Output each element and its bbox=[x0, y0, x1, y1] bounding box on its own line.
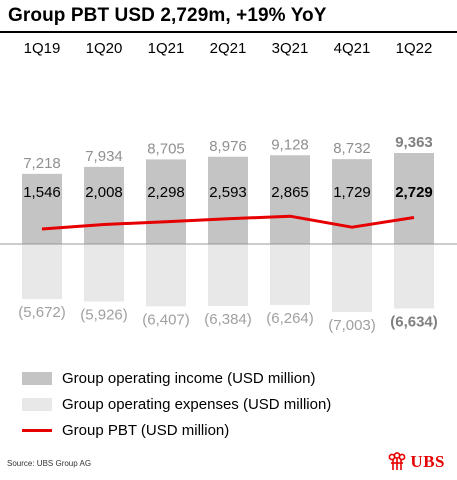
pbt-value-label: 1,546 bbox=[23, 184, 61, 201]
ubs-logo: UBS bbox=[387, 452, 445, 472]
expenses-value-label: (5,926) bbox=[80, 307, 128, 324]
legend-label-pbt: Group PBT (USD million) bbox=[62, 421, 230, 439]
legend-swatch-expenses bbox=[22, 397, 52, 411]
income-bar bbox=[208, 156, 248, 244]
expenses-bar bbox=[394, 244, 434, 309]
source-note: Source: UBS Group AG bbox=[7, 459, 92, 468]
pbt-value-label: 1,729 bbox=[333, 184, 371, 201]
expenses-bar bbox=[22, 244, 62, 300]
legend-item-expenses: Group operating expenses (USD million) bbox=[22, 392, 422, 416]
income-bar bbox=[270, 155, 310, 244]
income-value-label: 7,218 bbox=[23, 155, 61, 172]
expenses-value-label: (7,003) bbox=[328, 317, 376, 334]
category-label: 1Q20 bbox=[86, 40, 123, 57]
income-value-label: 8,705 bbox=[147, 140, 185, 157]
income-bar bbox=[146, 159, 186, 244]
legend-swatch-income bbox=[22, 371, 52, 385]
income-bar bbox=[22, 173, 62, 244]
category-label: 1Q21 bbox=[148, 40, 185, 57]
income-value-label: 9,128 bbox=[271, 136, 309, 153]
expenses-value-label: (6,634) bbox=[390, 313, 438, 330]
chart-title: Group PBT USD 2,729m, +19% YoY bbox=[8, 5, 327, 26]
expenses-bar bbox=[332, 244, 372, 313]
category-label: 2Q21 bbox=[210, 40, 247, 57]
income-value-label: 8,732 bbox=[333, 140, 371, 157]
legend-label-income: Group operating income (USD million) bbox=[62, 369, 316, 387]
expenses-bar bbox=[84, 244, 124, 302]
logo-text: UBS bbox=[410, 452, 445, 471]
category-label: 3Q21 bbox=[272, 40, 309, 57]
legend-item-income: Group operating income (USD million) bbox=[22, 366, 422, 390]
pbt-value-label: 2,298 bbox=[147, 184, 185, 201]
expenses-value-label: (5,672) bbox=[18, 304, 66, 321]
category-label: 1Q22 bbox=[396, 40, 433, 57]
chart-legend: Group operating income (USD million) Gro… bbox=[22, 366, 422, 442]
income-value-label: 8,976 bbox=[209, 138, 247, 155]
pbt-value-label: 2,593 bbox=[209, 184, 247, 201]
category-label: 4Q21 bbox=[334, 40, 371, 57]
expenses-bar bbox=[208, 244, 248, 307]
legend-item-pbt: Group PBT (USD million) bbox=[22, 418, 422, 442]
category-label: 1Q19 bbox=[24, 40, 61, 57]
expenses-bar bbox=[146, 244, 186, 307]
legend-swatch-pbt bbox=[22, 428, 52, 432]
expenses-bar bbox=[270, 244, 310, 305]
income-bar bbox=[332, 159, 372, 244]
expenses-value-label: (6,384) bbox=[204, 311, 252, 328]
pbt-line bbox=[41, 214, 415, 231]
expenses-value-label: (6,264) bbox=[266, 310, 314, 327]
title-divider bbox=[0, 31, 457, 33]
income-bar bbox=[394, 153, 434, 244]
pbt-value-label: 2,865 bbox=[271, 184, 309, 201]
expenses-value-label: (6,407) bbox=[142, 311, 190, 328]
pbt-value-label: 2,008 bbox=[85, 184, 123, 201]
income-bar bbox=[84, 166, 124, 244]
income-value-label: 9,363 bbox=[395, 134, 433, 151]
keys-icon bbox=[389, 452, 406, 470]
chart-area: 1Q19 7,218 (5,672) 1,546 1Q20 7,934 (5,926) 2,0… bbox=[0, 40, 457, 334]
legend-label-expenses: Group operating expenses (USD million) bbox=[62, 395, 332, 413]
pbt-value-label: 2,729 bbox=[395, 184, 433, 201]
income-value-label: 7,934 bbox=[85, 148, 123, 165]
